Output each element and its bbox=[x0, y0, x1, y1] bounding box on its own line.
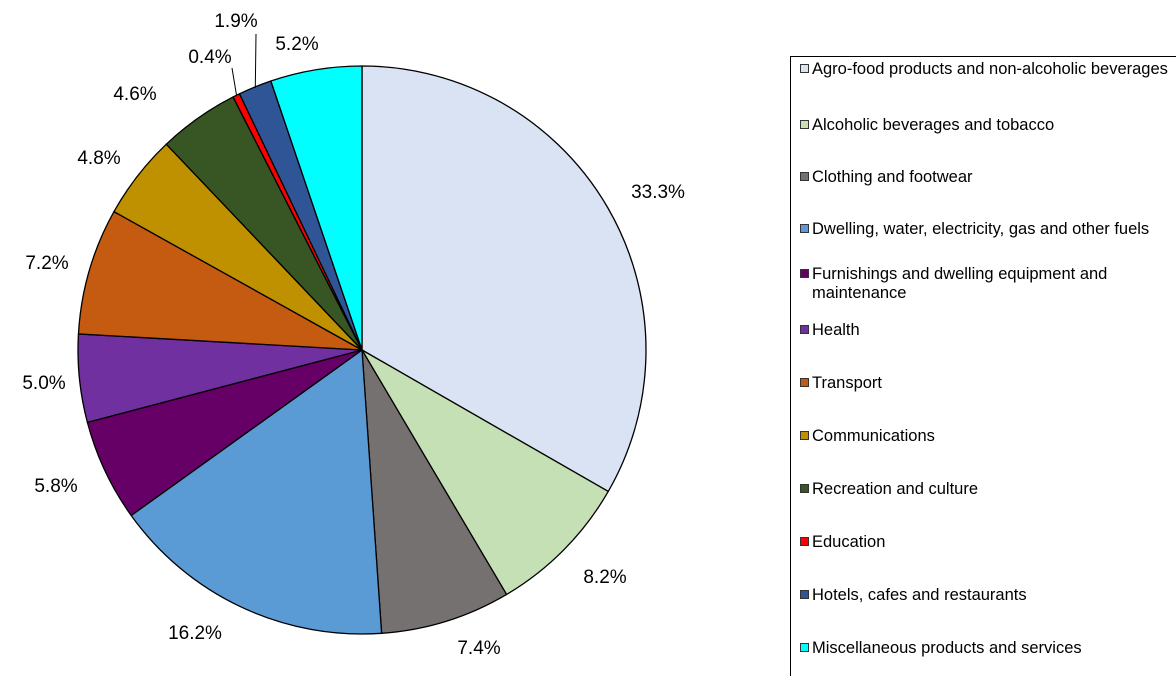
legend-label: Furnishings and dwelling equipment and m… bbox=[812, 265, 1108, 302]
legend-swatch bbox=[800, 325, 809, 334]
legend-label: Communications bbox=[812, 427, 935, 445]
leader-lines bbox=[231, 33, 257, 97]
legend-label: Transport bbox=[812, 374, 882, 392]
legend-label: Dwelling, water, electricity, gas and ot… bbox=[812, 220, 1150, 238]
data-label-alcoholic-beverages-and-tobacco: 8.2% bbox=[583, 567, 626, 588]
data-label-recreation-and-culture: 4.6% bbox=[113, 84, 156, 105]
legend-label: Clothing and footwear bbox=[812, 168, 973, 186]
legend-swatch bbox=[800, 643, 809, 652]
legend-swatch bbox=[800, 378, 809, 387]
data-label-hotels-cafes-and-restaurants: 1.9% bbox=[214, 11, 257, 32]
pie-slices bbox=[77, 65, 647, 635]
legend-label: Health bbox=[812, 321, 860, 339]
data-label-health: 5.0% bbox=[22, 373, 65, 394]
legend-swatch bbox=[800, 172, 809, 181]
data-label-communications: 4.8% bbox=[77, 148, 120, 169]
data-label-education: 0.4% bbox=[188, 47, 231, 68]
legend-swatch bbox=[800, 431, 809, 440]
data-label-dwelling-water-electricity-gas-and-other-fuels: 16.2% bbox=[168, 623, 222, 644]
pie-slice-miscellaneous-products-and-services bbox=[270, 65, 363, 351]
legend-label: Hotels, cafes and restaurants bbox=[812, 586, 1027, 604]
pie-slice-transport bbox=[77, 210, 363, 351]
leader-line-education bbox=[231, 67, 238, 97]
data-label-agro-food-products-and-non-alcoholic-beverages: 33.3% bbox=[631, 182, 685, 203]
pie-slice-dwelling-water-electricity-gas-and-other-fuels bbox=[130, 349, 383, 635]
pie-slice-alcoholic-beverages-and-tobacco bbox=[361, 349, 609, 596]
legend-label: Recreation and culture bbox=[812, 480, 979, 498]
legend-label: Miscellaneous products and services bbox=[812, 639, 1082, 657]
pie-chart: 33.3% 8.2% 7.4% 16.2% 5.8% 5.0% 7.2% 4.8% 4.6% 0.… bbox=[22, 11, 685, 659]
data-label-miscellaneous-products-and-services: 5.2% bbox=[275, 34, 318, 55]
data-labels: 33.3% 8.2% 7.4% 16.2% 5.8% 5.0% 7.2% 4.8% 4.6% 0.… bbox=[22, 11, 685, 659]
legend-swatch bbox=[800, 224, 809, 233]
legend: Agro-food products and non-alcoholic bev… bbox=[790, 56, 1176, 676]
legend-swatch bbox=[800, 269, 809, 278]
legend-label: Agro-food products and non-alcoholic bev… bbox=[812, 60, 1168, 78]
legend-swatch bbox=[800, 590, 809, 599]
legend-label: Alcoholic beverages and tobacco bbox=[812, 116, 1055, 134]
legend-swatch bbox=[800, 64, 809, 73]
leader-line-hotels-cafes-and-restaurants bbox=[254, 33, 257, 88]
legend-swatch bbox=[800, 484, 809, 493]
data-label-transport: 7.2% bbox=[25, 253, 68, 274]
pie-slice-agro-food-products-and-non-alcoholic-beverages bbox=[361, 65, 647, 493]
pie-slice-clothing-and-footwear bbox=[361, 349, 508, 634]
legend-swatch bbox=[800, 120, 809, 129]
data-label-clothing-and-footwear: 7.4% bbox=[457, 638, 500, 659]
legend-swatch bbox=[800, 537, 809, 546]
legend-label: Education bbox=[812, 533, 886, 551]
data-label-furnishings-and-dwelling-equipment-and-maintenance: 5.8% bbox=[34, 476, 77, 497]
